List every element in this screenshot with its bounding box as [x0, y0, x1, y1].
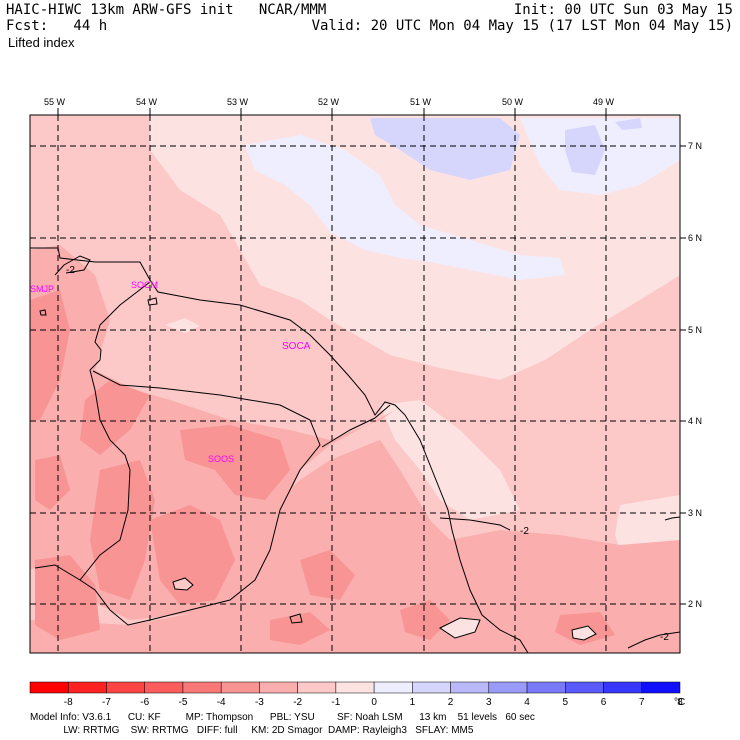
- contour-line: [664, 516, 680, 521]
- colorbar-tick-label: 0: [371, 697, 377, 708]
- station-label: SOCA: [282, 341, 311, 352]
- colorbar-tick-label: -8: [64, 697, 73, 708]
- axis-ticks: [57, 108, 686, 605]
- colorbar-swatch: [603, 681, 643, 694]
- contour-loop: [289, 613, 303, 624]
- field-positive-strong: [565, 125, 605, 175]
- station-label: SOOS: [208, 454, 234, 464]
- lon-label: 55 W: [44, 97, 66, 107]
- contour-label: -2: [660, 632, 669, 643]
- field-negative-strong: [400, 600, 450, 640]
- colorbar-tick-label: -6: [140, 697, 149, 708]
- contour-line: [627, 631, 680, 649]
- colorbar-tick-label: -2: [293, 697, 302, 708]
- colorbar-swatch: [526, 681, 566, 694]
- field-name: Lifted index: [8, 35, 75, 50]
- model-title: HAIC-HIWC 13km ARW-GFS init NCAR/MMM: [6, 2, 327, 18]
- colorbar-tick-label: 5: [563, 697, 569, 708]
- colorbar-swatch: [373, 681, 413, 694]
- field-near-zero: [165, 318, 200, 333]
- coastline: [39, 309, 47, 316]
- contour-loop: [147, 297, 158, 306]
- colorbar-tick-label: -3: [255, 697, 264, 708]
- lon-label: 54 W: [136, 97, 158, 107]
- lat-label: 7 N: [688, 141, 703, 151]
- field-near-zero: [380, 400, 520, 520]
- valid-time: Valid: 20 UTC Mon 04 May 15 (17 LST Mon …: [311, 18, 733, 34]
- lon-label: 51 W: [410, 97, 432, 107]
- colorbar-swatch: [220, 681, 260, 694]
- field-positive-strong: [370, 118, 520, 180]
- lat-label: 6 N: [688, 233, 703, 243]
- contour-line: [439, 517, 511, 531]
- init-time: Init: 00 UTC Sun 03 May 15: [513, 2, 733, 18]
- colorbar-tick-label: -1: [331, 697, 340, 708]
- field-negative-strong: [35, 555, 100, 640]
- model-info-line1: Model Info: V3.6.1 CU: KF MP: Thompson P…: [30, 712, 535, 723]
- colorbar-tick-label: -4: [217, 697, 226, 708]
- colorbar-swatch: [67, 681, 107, 694]
- colorbar-swatch: [450, 681, 490, 694]
- forecast-hour: Fcst: 44 h: [6, 18, 108, 34]
- field-negative-strong: [300, 550, 355, 600]
- colorbar-swatch: [488, 681, 528, 694]
- contour-loop: [172, 577, 194, 591]
- colorbar-tick-label: -7: [102, 697, 111, 708]
- field-negative-strong: [80, 380, 150, 455]
- contour-label: -2: [520, 526, 529, 537]
- colorbar-swatch: [106, 681, 145, 694]
- field-negative-strong: [270, 612, 330, 645]
- colorbar-swatch: [297, 681, 337, 694]
- station-label: SOCM: [131, 280, 158, 290]
- colorbar-swatch: [641, 681, 681, 694]
- colorbar-tick-label: 2: [448, 697, 454, 708]
- lon-label: 53 W: [227, 97, 249, 107]
- colorbar-swatch: [565, 681, 604, 694]
- lon-label: 52 W: [318, 97, 340, 107]
- colorbar-swatch: [259, 681, 298, 694]
- lat-label: 5 N: [688, 325, 703, 335]
- colorbar-tick-label: 8: [677, 697, 683, 708]
- colorbar-swatch: [29, 681, 69, 694]
- lat-label: 4 N: [688, 416, 703, 426]
- coastline: [30, 247, 529, 653]
- border-line: [34, 281, 151, 581]
- colorbar-swatch: [182, 681, 222, 694]
- contour-line: [54, 255, 91, 276]
- colorbar-swatch: [335, 681, 375, 694]
- field-negative-strong: [30, 290, 70, 420]
- field-positive-strong: [615, 118, 642, 130]
- colorbar: [29, 681, 681, 694]
- border-line: [321, 417, 376, 448]
- colorbar-tick-label: 4: [524, 697, 530, 708]
- map-frame: [29, 114, 681, 654]
- contour-loop: [439, 617, 481, 639]
- field-negative-strong: [180, 425, 290, 500]
- lat-label: 2 N: [688, 599, 703, 609]
- colorbar-swatch: [144, 681, 184, 694]
- colorbar-tick-label: 7: [639, 697, 645, 708]
- colorbar-tick-label: -5: [178, 697, 187, 708]
- field-negative-strong: [150, 505, 235, 605]
- model-info-line2: LW: RRTMG SW: RRTMG DIFF: full KM: 2D Sm…: [30, 725, 474, 736]
- field-negative: [30, 440, 680, 653]
- colorbar-unit: °C: [674, 697, 685, 708]
- border-line: [374, 404, 391, 419]
- contour-label: -2: [66, 265, 75, 276]
- contour-loop: [571, 625, 597, 641]
- field-negative-strong: [35, 455, 70, 510]
- colorbar-labels: -8 -7 -6 -5 -4 -3 -2 -1 0 1 2 3 4 5 6 7 8: [64, 697, 683, 708]
- border-line: [79, 370, 321, 626]
- colorbar-tick-label: 1: [410, 697, 416, 708]
- colorbar-tick-label: 6: [601, 697, 607, 708]
- grid-lines: [30, 115, 680, 653]
- colorbar-tick-label: 3: [486, 697, 492, 708]
- colorbar-swatch: [412, 681, 451, 694]
- lon-label: 49 W: [593, 97, 615, 107]
- station-label: SMJP: [30, 284, 54, 294]
- lon-label: 50 W: [502, 97, 524, 107]
- field-positive: [245, 135, 565, 280]
- lat-label: 3 N: [688, 508, 703, 518]
